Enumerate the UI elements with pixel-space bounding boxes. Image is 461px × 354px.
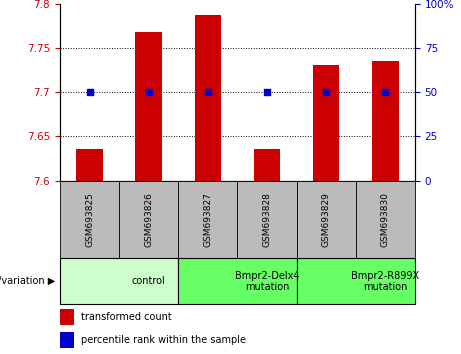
Point — [204, 89, 212, 95]
Text: GSM693830: GSM693830 — [381, 192, 390, 247]
Text: Bmpr2-R899X
mutation: Bmpr2-R899X mutation — [351, 270, 420, 292]
Bar — [136, 32, 162, 181]
Bar — [313, 65, 339, 181]
Text: transformed count: transformed count — [81, 312, 172, 322]
Point — [145, 89, 152, 95]
Text: GSM693825: GSM693825 — [85, 192, 94, 247]
Bar — [119, 181, 178, 258]
Text: GSM693827: GSM693827 — [203, 192, 213, 247]
Bar — [60, 332, 74, 348]
Bar — [296, 258, 415, 304]
Text: genotype/variation ▶: genotype/variation ▶ — [0, 276, 55, 286]
Text: percentile rank within the sample: percentile rank within the sample — [81, 335, 246, 346]
Text: GSM693826: GSM693826 — [144, 192, 153, 247]
Text: Bmpr2-Delx4
mutation: Bmpr2-Delx4 mutation — [235, 270, 299, 292]
Bar — [296, 181, 356, 258]
Point — [382, 89, 389, 95]
Text: control: control — [132, 276, 165, 286]
Point — [86, 89, 93, 95]
Bar — [254, 149, 280, 181]
Bar — [356, 181, 415, 258]
Point — [263, 89, 271, 95]
Text: GSM693828: GSM693828 — [262, 192, 272, 247]
Point — [322, 89, 330, 95]
Bar — [195, 15, 221, 181]
Bar — [178, 181, 237, 258]
Text: GSM693829: GSM693829 — [322, 192, 331, 247]
Bar — [76, 149, 103, 181]
Bar — [60, 309, 74, 325]
Bar — [60, 258, 178, 304]
Bar — [372, 61, 399, 181]
Bar — [237, 181, 296, 258]
Bar — [60, 181, 119, 258]
Bar — [178, 258, 296, 304]
